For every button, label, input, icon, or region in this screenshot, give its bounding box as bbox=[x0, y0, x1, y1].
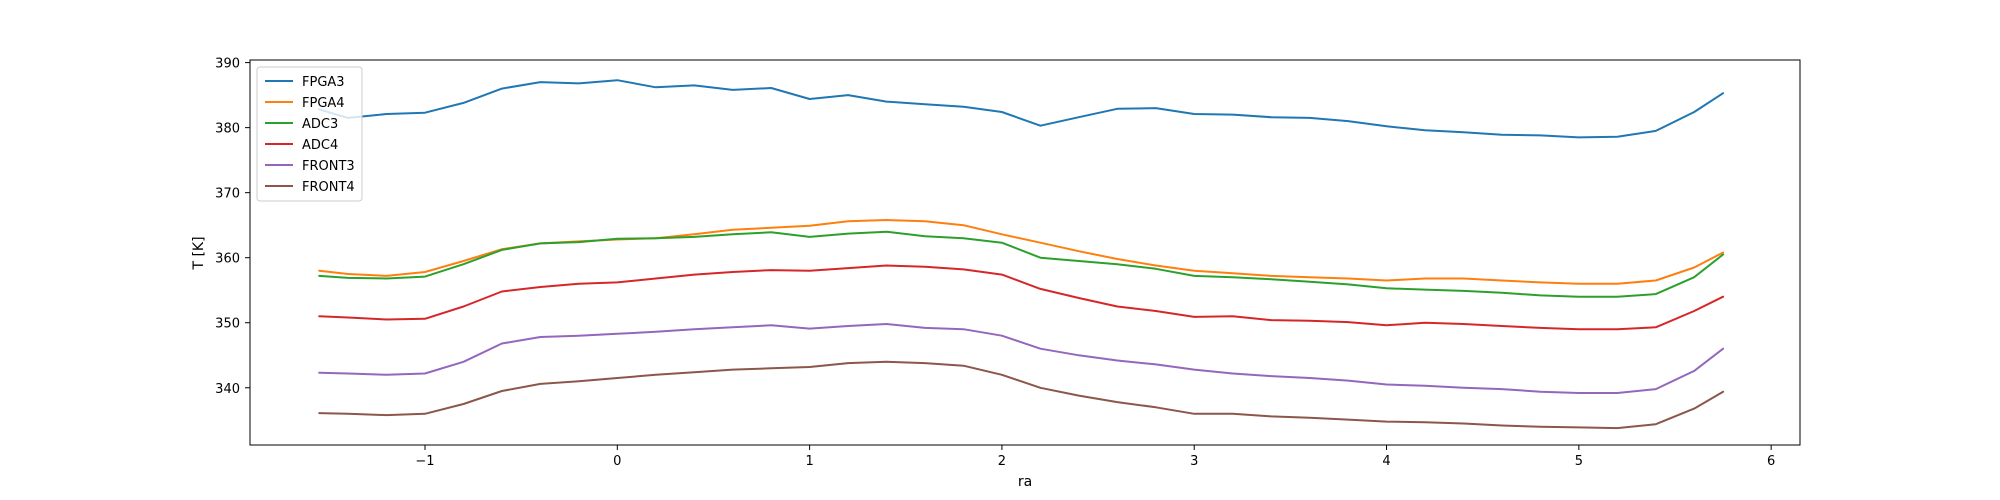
x-axis-ticks: −1 0 1 2 3 4 5 6 bbox=[415, 445, 1775, 469]
x-tick-label: −1 bbox=[415, 454, 434, 469]
plot-area-frame bbox=[249, 59, 1801, 446]
legend-label-adc4: ADC4 bbox=[302, 138, 338, 153]
x-tick-label: 5 bbox=[1575, 454, 1583, 469]
series-line-fpga3 bbox=[318, 79, 1725, 139]
legend-label-front3: FRONT3 bbox=[302, 159, 355, 174]
y-tick-label: 390 bbox=[215, 57, 240, 72]
series-line-front3 bbox=[318, 323, 1725, 394]
legend-box bbox=[256, 66, 363, 202]
legend-label-fpga3: FPGA3 bbox=[302, 75, 345, 90]
x-tick-label: 3 bbox=[1190, 454, 1198, 469]
legend-label-front4: FRONT4 bbox=[302, 180, 355, 195]
x-tick-label: 0 bbox=[613, 454, 621, 469]
x-axis-label: ra bbox=[1018, 474, 1032, 490]
legend-label-fpga4: FPGA4 bbox=[302, 96, 345, 111]
legend-label-adc3: ADC3 bbox=[302, 117, 338, 132]
series-layer bbox=[318, 79, 1725, 430]
x-tick-label: 2 bbox=[998, 454, 1006, 469]
y-tick-label: 340 bbox=[215, 382, 240, 397]
series-line-front4 bbox=[318, 360, 1725, 430]
y-tick-label: 350 bbox=[215, 317, 240, 332]
x-tick-label: 6 bbox=[1767, 454, 1775, 469]
y-tick-label: 370 bbox=[215, 187, 240, 202]
series-line-adc3 bbox=[318, 230, 1725, 298]
y-tick-label: 380 bbox=[215, 122, 240, 137]
y-axis-label: T [K] bbox=[191, 236, 207, 270]
x-tick-label: 4 bbox=[1382, 454, 1390, 469]
series-line-adc4 bbox=[318, 264, 1725, 331]
x-tick-label: 1 bbox=[805, 454, 813, 469]
y-axis-ticks: 340 350 360 370 380 390 bbox=[215, 57, 250, 397]
legend: FPGA3 FPGA4 ADC3 ADC4 FRONT3 FRONT4 bbox=[256, 66, 363, 202]
y-tick-label: 360 bbox=[215, 252, 240, 267]
